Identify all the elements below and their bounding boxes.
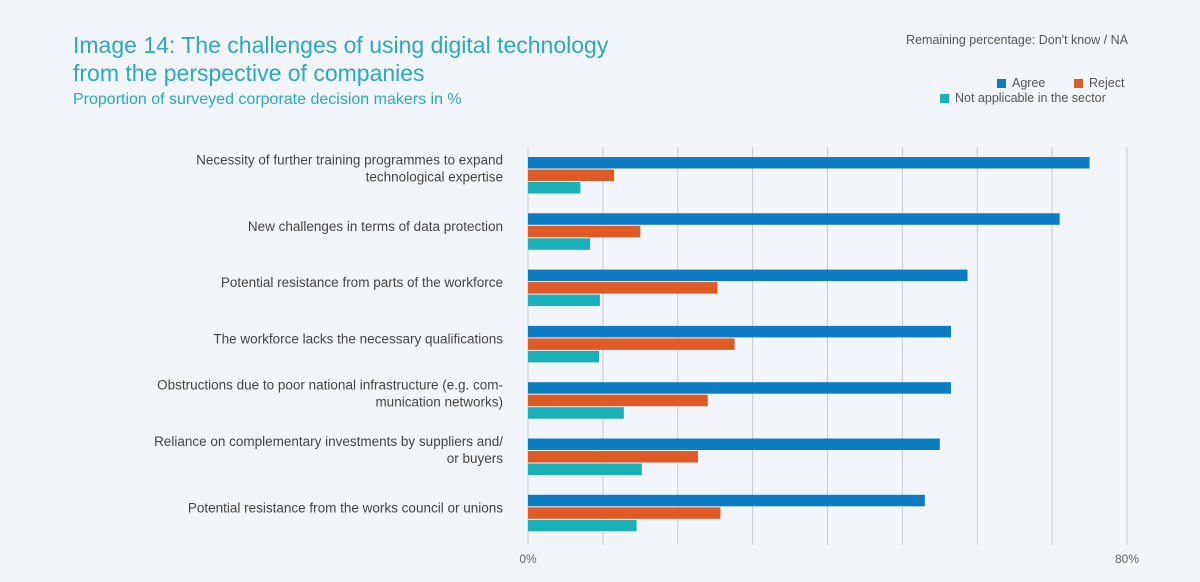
category-label: Obstructions due to poor national infras… [157, 377, 503, 409]
category-label: Necessity of further training programmes… [196, 152, 503, 184]
bar-na [528, 238, 591, 250]
legend-item-agree: Agree [997, 76, 1045, 90]
x-tick-label-max: 80% [1115, 552, 1139, 566]
bar-agree [528, 494, 925, 507]
bar-reject [528, 169, 615, 181]
bar-na [528, 182, 581, 194]
chart-subtitle: Proportion of surveyed corporate decisio… [73, 91, 462, 108]
legend-swatch-reject [1074, 78, 1083, 88]
bar-na [528, 294, 600, 307]
bar-agree [528, 157, 1090, 169]
x-tick-label-min: 0% [519, 552, 537, 566]
bar-agree [528, 325, 952, 338]
category-label: Potential resistance from the works coun… [188, 500, 503, 515]
bar-agree [528, 213, 1060, 225]
category-label: The workforce lacks the necessary qualif… [213, 331, 503, 346]
category-label: Reliance on complementary investments by… [154, 434, 503, 466]
bar-na [528, 519, 637, 532]
legend-swatch-agree [997, 78, 1006, 88]
bar-agree [528, 269, 968, 282]
legend-item-reject: Reject [1074, 76, 1124, 90]
category-label: New challenges in terms of data protecti… [248, 219, 503, 234]
bar-reject [528, 451, 698, 463]
bar-reject [528, 338, 735, 350]
bar-agree [528, 382, 952, 394]
legend-label-na: Not applicable in the sector [955, 91, 1106, 105]
remaining-percentage-note: Remaining percentage: Don't know / NA [906, 33, 1128, 47]
bar-na [528, 463, 642, 475]
legend-item-na: Not applicable in the sector [940, 91, 1106, 105]
category-label: Potential resistance from parts of the w… [221, 275, 503, 290]
bar-reject [528, 394, 708, 407]
bar-na [528, 407, 624, 419]
bar-agree [528, 438, 940, 450]
chart-title: Image 14: The challenges of using digita… [73, 32, 609, 86]
legend-swatch-na [940, 93, 949, 103]
bar-reject [528, 282, 718, 294]
legend-label-agree: Agree [1012, 76, 1046, 90]
bar-na [528, 350, 600, 363]
bar-reject [528, 225, 641, 238]
bar-reject [528, 507, 721, 519]
legend-label-reject: Reject [1089, 76, 1125, 90]
